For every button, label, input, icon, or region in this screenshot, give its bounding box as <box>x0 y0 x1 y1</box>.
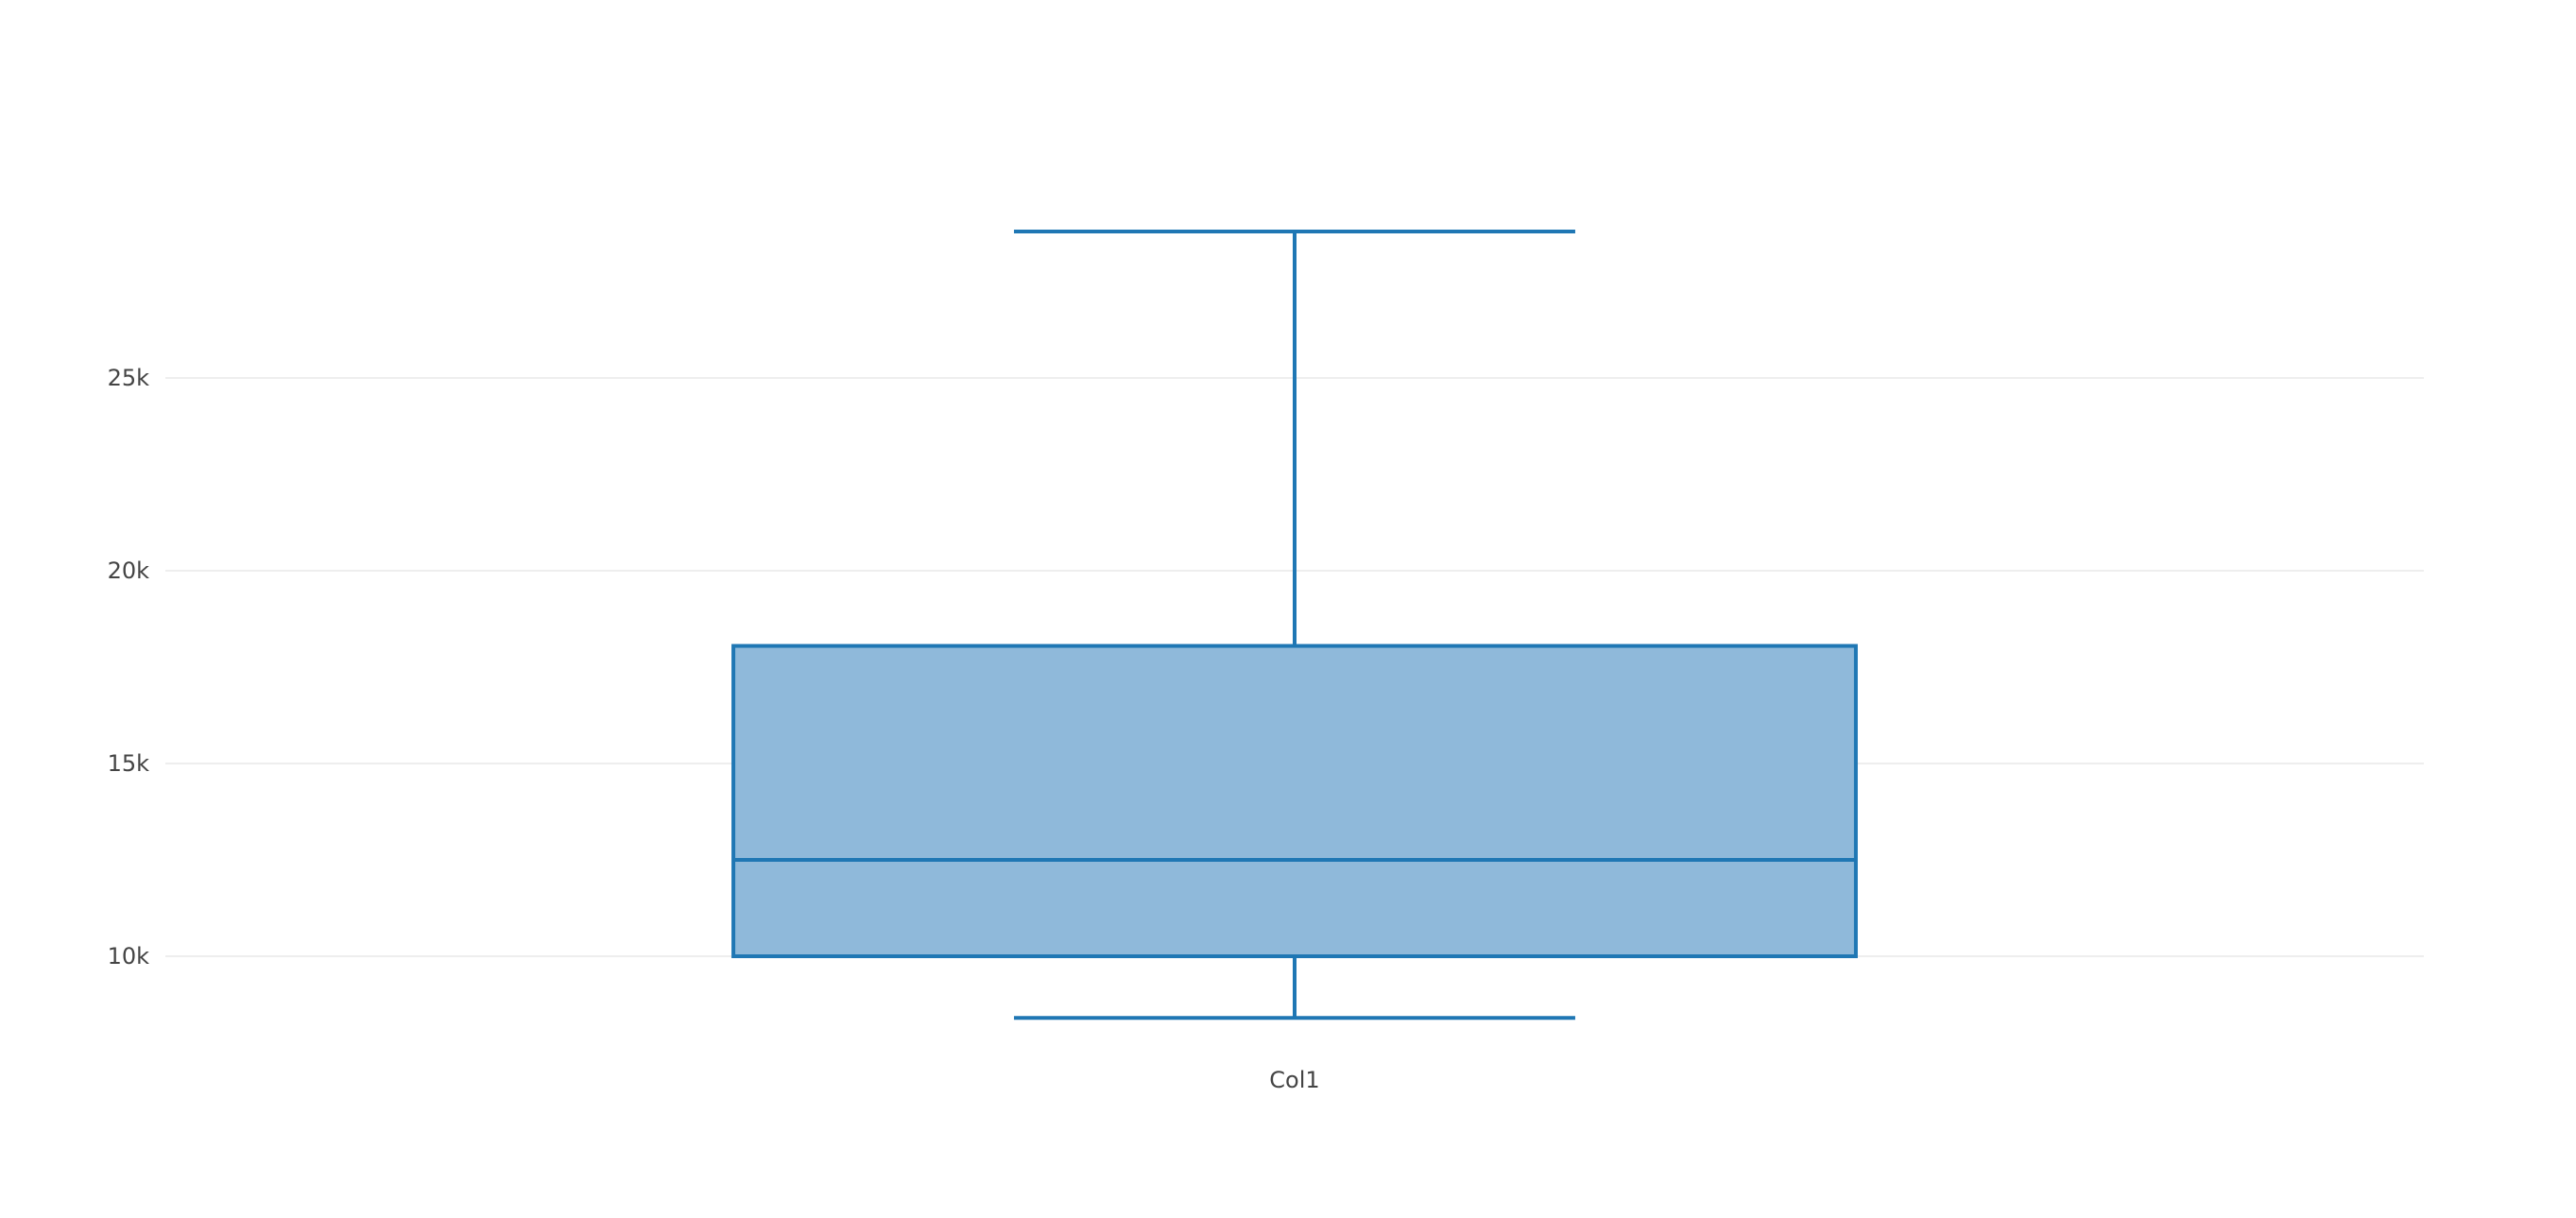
y-tick-label-15k: 15k <box>108 750 150 777</box>
y-tick-label-20k: 20k <box>108 558 150 584</box>
y-tick-label-10k: 10k <box>108 943 150 969</box>
x-category-label: Col1 <box>1269 1067 1319 1093</box>
y-tick-label-25k: 25k <box>108 365 150 391</box>
box-iqr[interactable] <box>731 643 1858 958</box>
x-axis-categories: Col1 <box>1269 1067 1319 1093</box>
box-Col1[interactable] <box>731 229 1858 1021</box>
box-series[interactable] <box>731 229 1858 1021</box>
y-axis-ticks: 10k 15k 20k 25k <box>108 365 150 969</box>
